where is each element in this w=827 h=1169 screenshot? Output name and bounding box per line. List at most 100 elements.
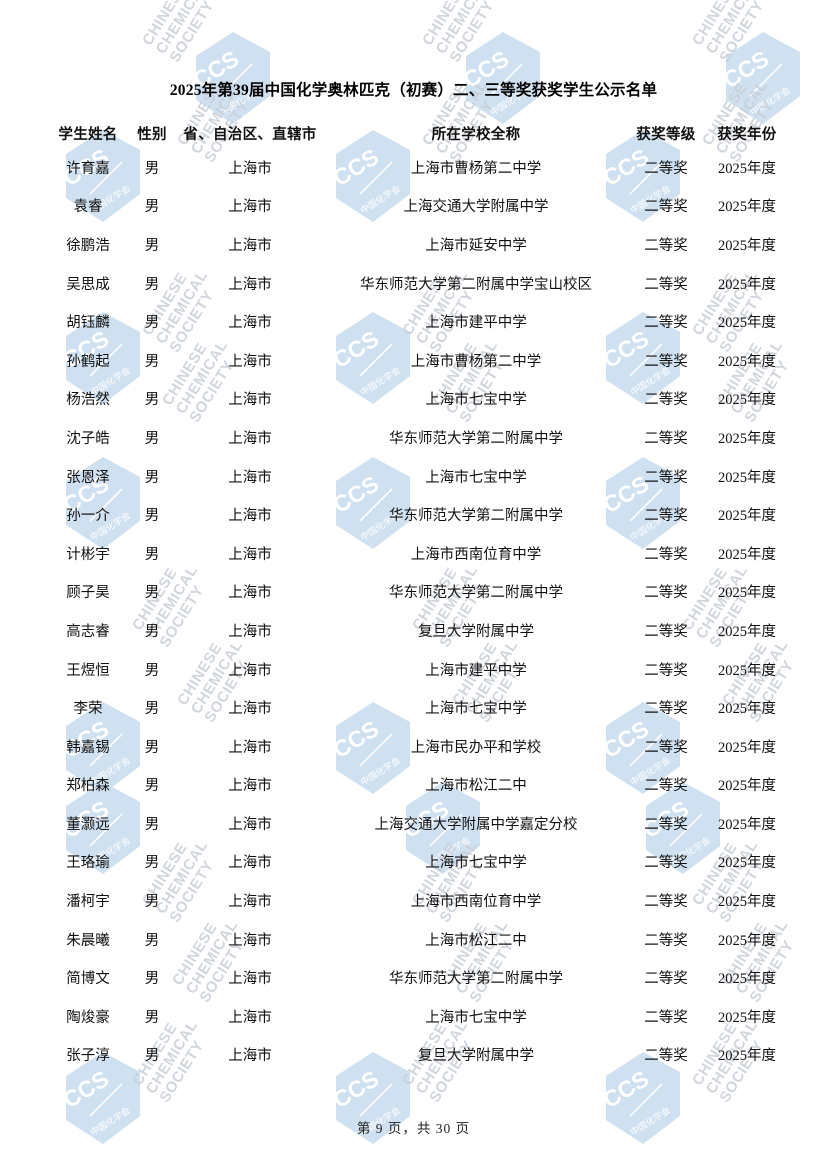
- table-row: 李荣 男 上海市 上海市七宝中学 二等奖 2025年度: [46, 688, 788, 727]
- table-row: 陶焌豪 男 上海市 上海市七宝中学 二等奖 2025年度: [46, 997, 788, 1036]
- cell-student-name: 孙一介: [66, 508, 110, 525]
- cell-gender: 男: [144, 237, 160, 254]
- cell-student-name: 潘柯宇: [66, 894, 110, 911]
- table-header: 学生姓名 性别 省、自治区、直辖市 所在学校全称 获奖等级 获奖年份: [46, 118, 788, 148]
- cell-student-name: 张恩泽: [66, 469, 110, 486]
- cell-award-level: 二等奖: [644, 662, 688, 679]
- cell-gender: 男: [144, 546, 160, 563]
- cell-gender: 男: [144, 739, 160, 756]
- cell-award-level: 二等奖: [644, 508, 688, 525]
- table-row: 张子淳 男 上海市 复旦大学附属中学 二等奖 2025年度: [46, 1036, 788, 1075]
- cell-gender: 男: [144, 894, 160, 911]
- cell-school: 上海市七宝中学: [425, 701, 527, 718]
- cell-award-year: 2025年度: [718, 932, 776, 949]
- cell-award-level: 二等奖: [644, 623, 688, 640]
- cell-region: 上海市: [228, 276, 272, 293]
- cell-award-year: 2025年度: [718, 1048, 776, 1065]
- cell-school: 华东师范大学第二附属中学: [389, 430, 563, 447]
- table-row: 沈子皓 男 上海市 华东师范大学第二附属中学 二等奖 2025年度: [46, 418, 788, 457]
- column-header-name: 学生姓名: [58, 126, 118, 143]
- cell-region: 上海市: [228, 585, 272, 602]
- cell-award-level: 二等奖: [644, 739, 688, 756]
- cell-award-year: 2025年度: [718, 315, 776, 332]
- cell-student-name: 郑柏森: [66, 778, 110, 795]
- table-row: 袁睿 男 上海市 上海交通大学附属中学 二等奖 2025年度: [46, 187, 788, 226]
- table-row: 顾子昊 男 上海市 华东师范大学第二附属中学 二等奖 2025年度: [46, 573, 788, 612]
- cell-region: 上海市: [228, 662, 272, 679]
- cell-school: 上海市建平中学: [425, 315, 527, 332]
- cell-award-level: 二等奖: [644, 701, 688, 718]
- page-title: 2025年第39届中国化学奥林匹克（初赛）二、三等奖获奖学生公示名单: [169, 82, 658, 99]
- cell-award-level: 二等奖: [644, 469, 688, 486]
- cell-award-year: 2025年度: [718, 971, 776, 988]
- cell-student-name: 袁睿: [73, 199, 103, 216]
- table-row: 高志睿 男 上海市 复旦大学附属中学 二等奖 2025年度: [46, 611, 788, 650]
- cell-region: 上海市: [228, 237, 272, 254]
- column-header-region: 省、自治区、直辖市: [183, 126, 317, 143]
- cell-award-level: 二等奖: [644, 855, 688, 872]
- cell-school: 上海市曹杨第二中学: [410, 160, 542, 177]
- table-row: 王煜恒 男 上海市 上海市建平中学 二等奖 2025年度: [46, 650, 788, 689]
- cell-award-year: 2025年度: [718, 778, 776, 795]
- cell-gender: 男: [144, 816, 160, 833]
- cell-school: 上海市曹杨第二中学: [410, 353, 542, 370]
- cell-region: 上海市: [228, 971, 272, 988]
- cell-school: 复旦大学附属中学: [418, 1048, 534, 1065]
- cell-region: 上海市: [228, 932, 272, 949]
- cell-award-year: 2025年度: [718, 353, 776, 370]
- cell-school: 上海市七宝中学: [425, 392, 527, 409]
- cell-school: 上海市松江二中: [425, 778, 527, 795]
- cell-award-year: 2025年度: [718, 546, 776, 563]
- cell-award-level: 二等奖: [644, 894, 688, 911]
- cell-school: 上海市建平中学: [425, 662, 527, 679]
- cell-school: 上海市延安中学: [425, 237, 527, 254]
- cell-award-year: 2025年度: [718, 469, 776, 486]
- cell-student-name: 简博文: [66, 971, 110, 988]
- cell-student-name: 董灏远: [66, 816, 110, 833]
- cell-award-year: 2025年度: [718, 585, 776, 602]
- table-row: 潘柯宇 男 上海市 上海市西南位育中学 二等奖 2025年度: [46, 881, 788, 920]
- table-row: 朱晨曦 男 上海市 上海市松江二中 二等奖 2025年度: [46, 920, 788, 959]
- cell-award-level: 二等奖: [644, 315, 688, 332]
- cell-gender: 男: [144, 160, 160, 177]
- cell-region: 上海市: [228, 816, 272, 833]
- cell-award-year: 2025年度: [718, 855, 776, 872]
- cell-region: 上海市: [228, 160, 272, 177]
- cell-student-name: 李荣: [73, 701, 103, 718]
- cell-gender: 男: [144, 1048, 160, 1065]
- cell-award-level: 二等奖: [644, 392, 688, 409]
- column-header-school: 所在学校全称: [431, 126, 521, 143]
- table-row: 许育嘉 男 上海市 上海市曹杨第二中学 二等奖 2025年度: [46, 148, 788, 187]
- cell-award-year: 2025年度: [718, 623, 776, 640]
- cell-region: 上海市: [228, 353, 272, 370]
- cell-student-name: 胡钰麟: [66, 315, 110, 332]
- cell-award-level: 二等奖: [644, 585, 688, 602]
- cell-award-year: 2025年度: [718, 237, 776, 254]
- cell-student-name: 高志睿: [66, 623, 110, 640]
- cell-gender: 男: [144, 469, 160, 486]
- cell-school: 上海交通大学附属中学: [403, 199, 549, 216]
- table-row: 孙鹤起 男 上海市 上海市曹杨第二中学 二等奖 2025年度: [46, 341, 788, 380]
- cell-award-level: 二等奖: [644, 546, 688, 563]
- cell-gender: 男: [144, 855, 160, 872]
- cell-gender: 男: [144, 276, 160, 293]
- cell-region: 上海市: [228, 199, 272, 216]
- cell-award-year: 2025年度: [718, 701, 776, 718]
- cell-award-year: 2025年度: [718, 199, 776, 216]
- table-row: 计彬宇 男 上海市 上海市西南位育中学 二等奖 2025年度: [46, 534, 788, 573]
- column-header-level: 获奖等级: [636, 126, 696, 143]
- cell-gender: 男: [144, 1009, 160, 1026]
- cell-region: 上海市: [228, 855, 272, 872]
- table-row: 郑柏森 男 上海市 上海市松江二中 二等奖 2025年度: [46, 766, 788, 805]
- cell-award-level: 二等奖: [644, 353, 688, 370]
- cell-student-name: 孙鹤起: [66, 353, 110, 370]
- cell-region: 上海市: [228, 430, 272, 447]
- cell-region: 上海市: [228, 894, 272, 911]
- cell-award-year: 2025年度: [718, 430, 776, 447]
- cell-school: 上海市西南位育中学: [410, 894, 542, 911]
- cell-school: 华东师范大学第二附属中学: [389, 585, 563, 602]
- cell-student-name: 朱晨曦: [66, 932, 110, 949]
- cell-region: 上海市: [228, 508, 272, 525]
- cell-student-name: 王珞瑜: [66, 855, 110, 872]
- cell-region: 上海市: [228, 701, 272, 718]
